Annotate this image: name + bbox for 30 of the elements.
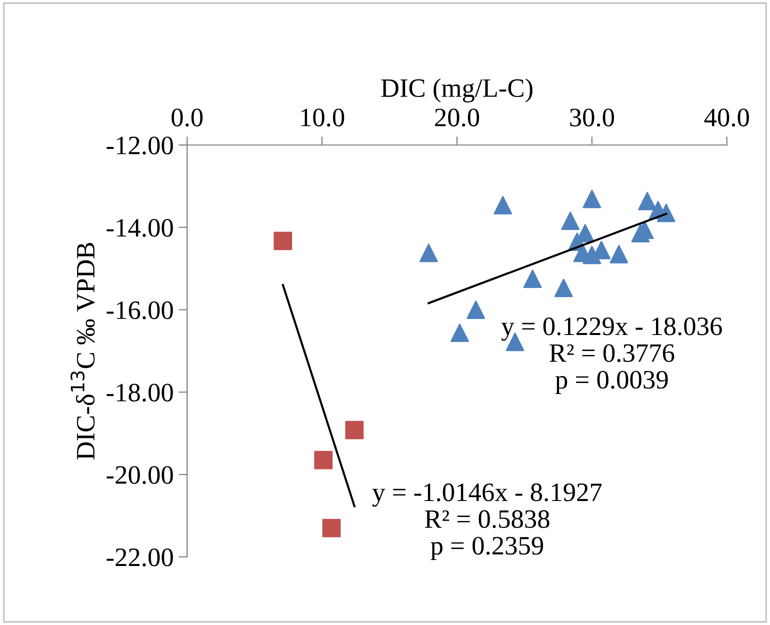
point xyxy=(419,244,438,262)
x-tick-label: 10.0 xyxy=(301,108,344,127)
point xyxy=(466,300,486,319)
y-tick-label: -12.00 xyxy=(106,136,173,155)
point xyxy=(656,204,676,222)
point xyxy=(561,212,580,230)
x-tick-label: 0.0 xyxy=(172,108,203,127)
point xyxy=(582,190,602,208)
point xyxy=(345,420,364,440)
x-tick-label: 30.0 xyxy=(570,108,614,127)
y-tick-label: -22.00 xyxy=(106,548,173,566)
x-tick-label: 20.0 xyxy=(435,108,480,127)
y-tick-label: -20.00 xyxy=(106,466,173,484)
point xyxy=(274,232,292,250)
y-tick-label: -18.00 xyxy=(106,384,173,402)
point xyxy=(450,324,469,342)
y-axis-title: DIC-δ$^{13}$C ‰ VPDB xyxy=(70,242,95,460)
annotation: y = 0.1229x - 18.036 R² = 0.3776 p = 0.0039 xyxy=(501,317,722,394)
point xyxy=(554,278,573,298)
point xyxy=(610,244,628,264)
y-tick-label: -16.00 xyxy=(106,301,173,320)
annotation: y = -1.0146x - 8.1927 R² = 0.5838 p = 0.2359 xyxy=(372,483,602,560)
y-tick-label: -14.00 xyxy=(106,218,173,237)
point xyxy=(314,450,333,470)
point xyxy=(638,192,656,210)
point xyxy=(494,196,512,214)
x-tick-label: 40.0 xyxy=(704,108,749,127)
point xyxy=(322,518,341,538)
x-axis-title: DIC (mg/L-C) xyxy=(381,78,532,102)
point xyxy=(523,270,542,288)
